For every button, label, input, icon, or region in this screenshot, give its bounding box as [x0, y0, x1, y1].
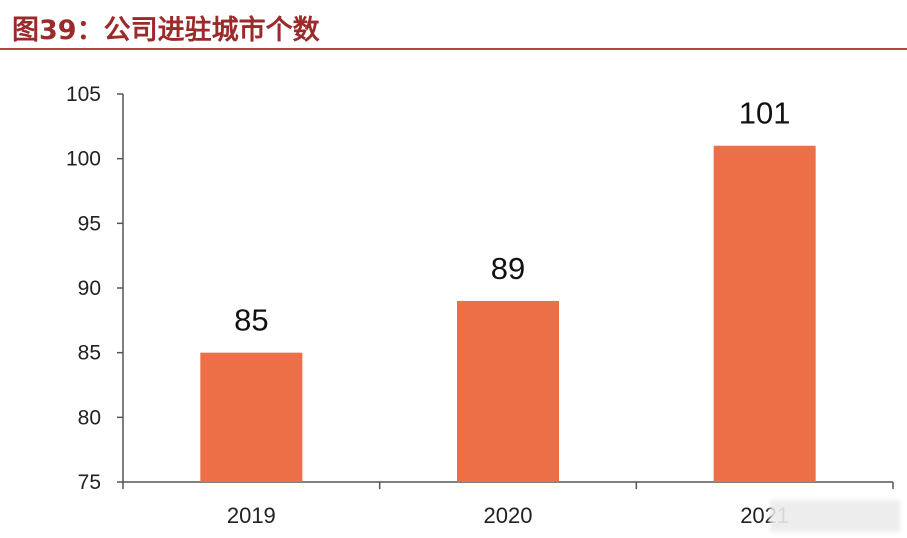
- data-labels: 85 89 101: [234, 96, 790, 338]
- x-tick-label-2019: 2019: [227, 503, 276, 528]
- data-label-2019: 85: [234, 303, 268, 338]
- y-tick-label: 105: [66, 83, 101, 106]
- data-label-2020: 89: [491, 251, 525, 286]
- y-tick-label: 95: [78, 212, 101, 235]
- y-tick-label: 80: [78, 406, 101, 429]
- x-tick-label-2020: 2020: [484, 503, 533, 528]
- bar-2019: [200, 352, 303, 482]
- figure-title: 图39：公司进驻城市个数: [12, 15, 320, 46]
- bar-2020: [457, 300, 559, 482]
- data-label-2021: 101: [739, 96, 791, 131]
- watermark-blur: [770, 500, 900, 532]
- y-axis: 75 80 85 90 95 100 105: [66, 83, 124, 494]
- y-tick-label: 100: [66, 148, 101, 171]
- y-tick-label: 75: [78, 471, 101, 494]
- y-tick-label: 90: [78, 277, 101, 300]
- title-rule: [0, 48, 907, 50]
- y-tick-label: 85: [78, 342, 101, 365]
- bars: [200, 145, 816, 482]
- bar-2021: [713, 145, 816, 482]
